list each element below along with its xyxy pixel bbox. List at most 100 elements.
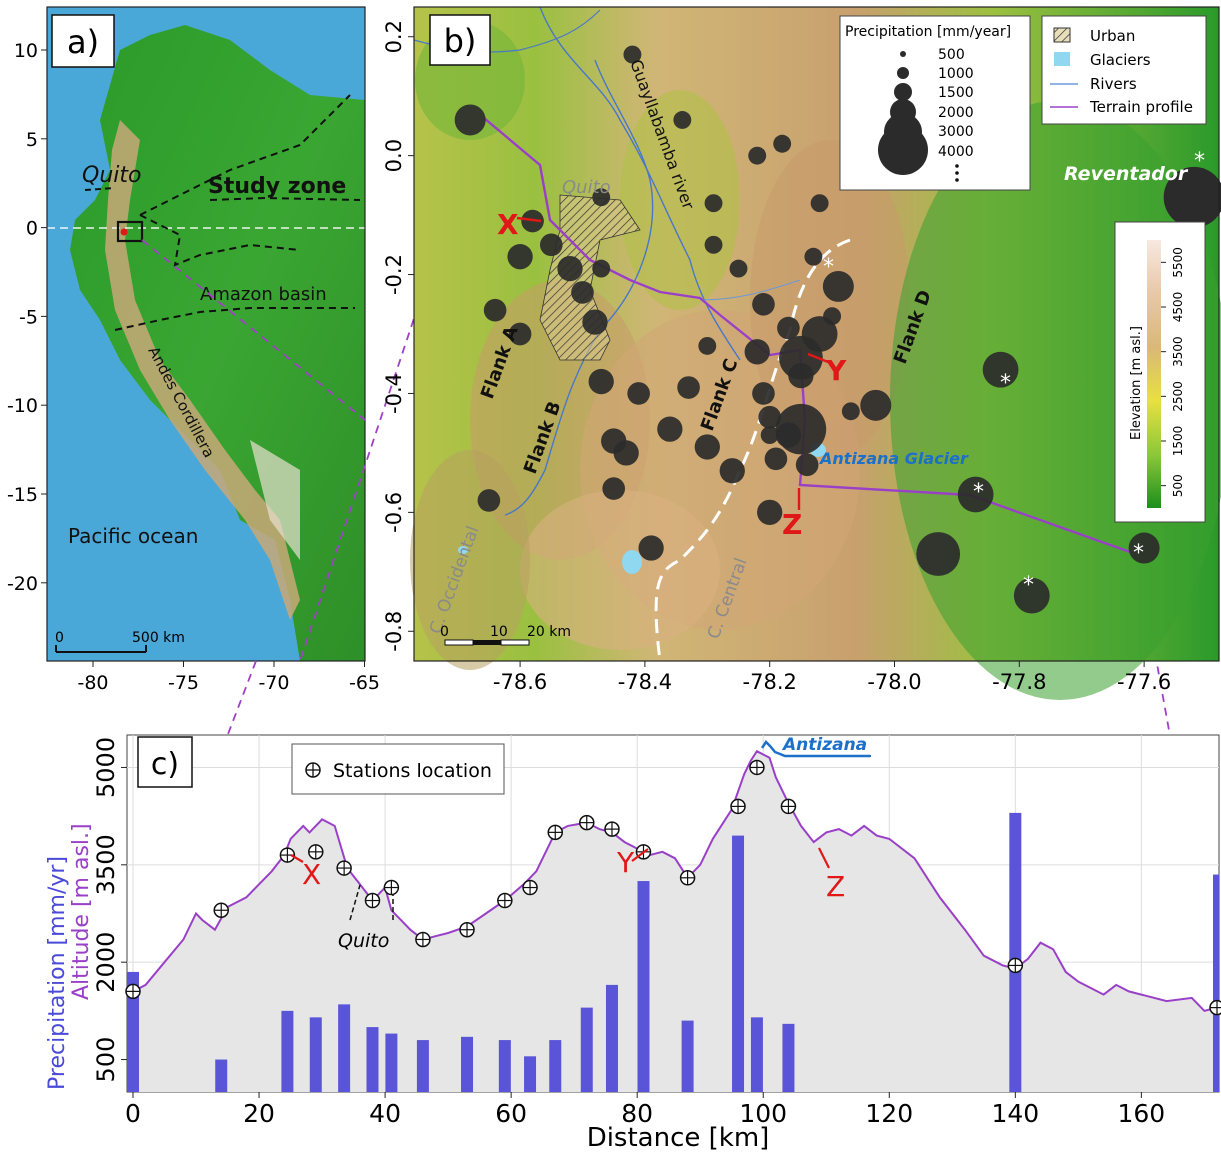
panel-b-axis-ticks: -78.6 -78.4 -78.2 -78.0 -77.8 -77.6 0.2 0.0 -0.2… [382,20,1171,694]
map-station [483,298,507,322]
map-station [602,477,626,500]
panel-a-xtick-label: -70 [258,672,289,694]
panel-c-precip-bar [605,984,618,1092]
panel-a-ytick-label: -5 [19,306,38,328]
panel-c-antizana-label: Antizana [781,735,867,755]
elevation-tick-label: 5500 [1171,247,1185,278]
panel-a-xtick-label: -75 [168,672,199,694]
panel-b-xtick-label: -78.2 [743,670,797,694]
panel-b-scale-seg-3 [500,639,530,646]
panel-b-scale-seg-1 [444,639,474,646]
panel-c-precip-bar [549,1040,562,1092]
map-station [773,134,792,153]
map-station-reventador [1163,166,1221,228]
elevation-tick-label: 3500 [1171,336,1185,367]
panel-a-xtick-label: -80 [77,672,108,694]
panel-c-precip-bar [416,1040,429,1092]
panel-b-marker-x: X [497,208,519,241]
map-station [752,382,775,405]
map-station [775,422,802,448]
panel-b-xtick-label: -77.6 [1117,670,1171,694]
panel-b-ytick-label: -0.2 [382,254,406,295]
precip-legend-circle-4000 [878,125,928,175]
panel-b-ytick-label: 0.2 [382,20,406,53]
precip-legend-title: Precipitation [mm/year] [845,24,1011,40]
zoom-line-b-top [299,119,481,662]
legend-urban: Urban [1090,27,1135,45]
panel-b-asterisk-4: * [973,480,984,505]
panel-b-stations [454,45,1221,614]
panel-a-quito-dot [120,228,128,236]
panel-a-study-zone-label: Study zone [208,174,346,199]
panel-b-precip-legend: Precipitation [mm/year] 500 1000 1500 20… [839,15,1031,191]
legend-rivers: Rivers [1090,75,1137,93]
map-station [719,458,745,484]
elevation-tick-label: 1500 [1171,426,1185,457]
precip-legend-entry-2: 1500 [938,85,974,101]
map-station [704,194,723,213]
panel-a-boundary-4 [209,196,361,201]
map-station [673,111,692,129]
panel-c-xtick-label: 100 [739,1099,787,1128]
map-station [571,281,594,304]
map-station [557,255,583,282]
panel-b-reventador-label: Reventador [1064,163,1189,185]
map-station [760,426,779,445]
panel-c-xtick-label: 40 [369,1099,401,1128]
panel-b-ytick-label: 0.0 [382,139,406,172]
panel-c-precip-bar [580,1007,593,1092]
panel-b-frame [413,6,1220,662]
panel-c-arrow-z [818,847,830,869]
panel-c-precip-bar [281,1010,294,1092]
panel-a-ytick-label: 0 [26,218,38,240]
elevation-tick-label: 2500 [1171,381,1185,412]
panel-b-tag-box [429,14,491,66]
panel-c-xtick-label: 80 [621,1099,653,1128]
panel-b-river-4 [699,279,801,301]
panel-c-ytick-label: 3500 [92,834,120,895]
map-station [822,270,854,302]
panel-b-arrow-y [807,352,829,364]
panel-b-tag: b) [444,22,477,60]
map-station [588,368,614,395]
panel-c-arrow-x [290,854,304,863]
map-station [508,322,532,346]
panel-c-precip-bars [127,812,1219,1092]
map-station [810,194,829,213]
panel-b-antizana-label: Antizana Glacier [818,449,969,468]
map-station [698,336,717,355]
panel-c-precip-bar [366,1027,379,1092]
map-station [841,402,860,421]
panel-c-precip-bar [782,1023,795,1092]
panel-c-terrain-area [133,751,1217,1092]
map-station [752,292,775,316]
panel-c-ylabel-precip: Precipitation [mm/yr] [45,856,70,1090]
panel-c-legend-text: Stations location [333,760,492,782]
panel-a-xtick-label: -65 [349,672,380,694]
panel-b-asterisk-1: * [1194,149,1205,174]
elevation-title: Elevation [m asl.] [1129,326,1144,440]
panel-a-amazon-label: Amazon basin [200,284,327,305]
elevation-ticks: 500 1500 2500 3500 4500 5500 [1161,247,1185,497]
panel-c-precip-bar [309,1017,322,1092]
map-station [694,434,720,460]
panel-a-study-box [116,220,144,243]
panel-b-quito-label: Quito [562,177,611,198]
panel-a-boundary-1 [139,94,351,216]
map-station [477,489,501,512]
precip-legend-entry-4: 3000 [938,124,974,140]
panel-c-stations [125,759,1221,1016]
panel-c: Antizana Quito X Y Z Stations location c… [45,734,1221,1153]
map-station [744,339,770,365]
panel-c-precip-bar [498,1040,511,1092]
map-station [539,233,563,257]
elevation-colorbar [1147,240,1161,508]
panel-b-scale-seg-2 [473,640,501,645]
panel-c-precip-bar [1009,812,1022,1092]
map-station [757,499,783,526]
panel-a-ytick-label: 5 [26,129,38,151]
map-station [823,307,842,326]
panel-c-precip-bar [461,1036,474,1092]
panel-b-glacier-3 [458,546,468,554]
